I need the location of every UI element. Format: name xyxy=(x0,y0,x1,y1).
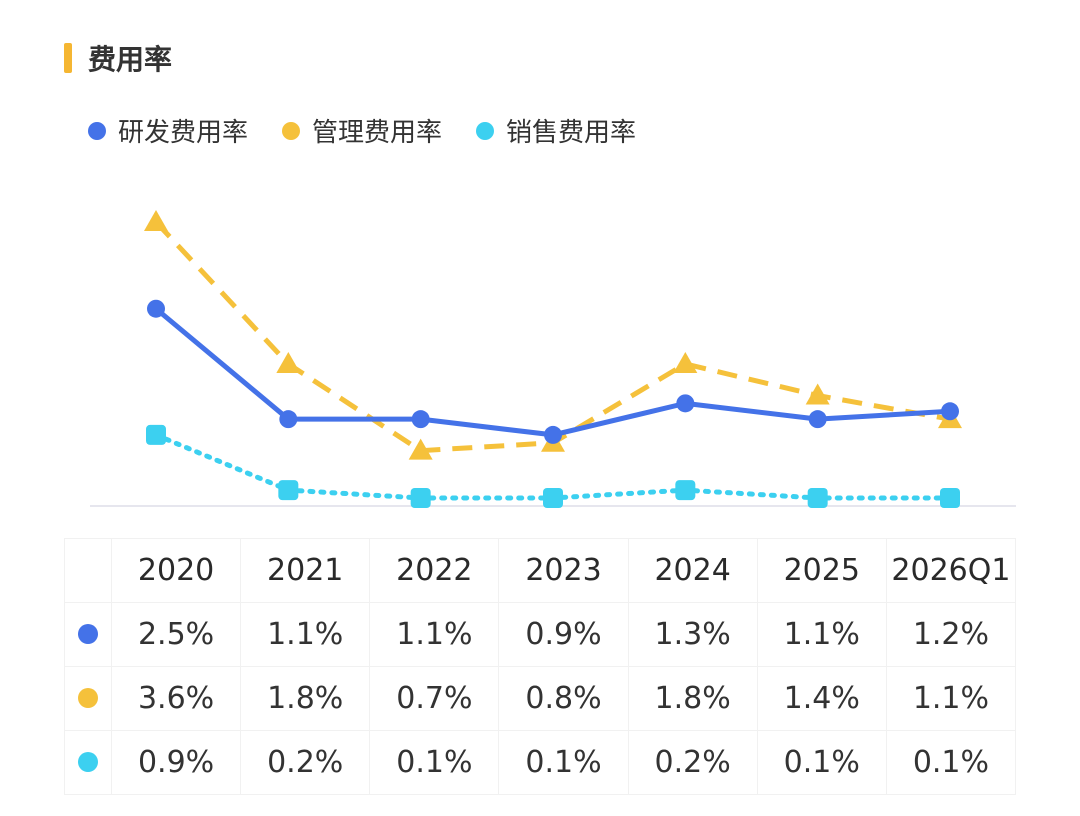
table-cell: 1.3% xyxy=(627,602,758,667)
data-point-s0-1 xyxy=(279,410,298,429)
table-cell: 1.1% xyxy=(240,602,371,667)
row-marker-cell xyxy=(64,730,112,795)
chart-legend: 研发费用率 管理费用率 销售费用率 xyxy=(88,112,636,149)
legend-marker xyxy=(476,121,495,140)
table-row: 0.9% 0.2% 0.1% 0.1% 0.2% 0.1% 0.1% xyxy=(64,730,1017,795)
legend-item-2: 销售费用率 xyxy=(476,112,636,149)
data-point-s1-5 xyxy=(805,383,830,405)
data-point-s2-0 xyxy=(146,424,166,445)
data-point-s2-1 xyxy=(278,480,299,501)
table-cell: 1.8% xyxy=(240,666,371,731)
table-cell: 0.1% xyxy=(885,730,1017,795)
data-point-s2-6 xyxy=(940,488,960,508)
table-cell: 2.5% xyxy=(110,602,242,667)
data-point-s0-5 xyxy=(808,410,827,429)
data-point-s0-6 xyxy=(941,402,959,421)
data-point-s2-5 xyxy=(807,488,828,508)
table-corner-cell xyxy=(64,538,112,603)
table-cell: 1.1% xyxy=(756,602,887,667)
table-cell: 0.2% xyxy=(240,730,371,795)
title-accent-bar xyxy=(64,43,72,73)
data-point-s0-2 xyxy=(411,410,430,429)
data-point-s1-1 xyxy=(276,351,301,373)
legend-item-0: 研发费用率 xyxy=(88,112,248,149)
table-cell: 0.1% xyxy=(369,730,500,795)
table-header-row: 2020 2021 2022 2023 2024 2025 2026Q1 xyxy=(64,538,1017,603)
data-point-s2-3 xyxy=(543,488,563,508)
data-point-s2-2 xyxy=(410,488,431,508)
legend-marker xyxy=(282,121,301,140)
legend-label: 管理费用率 xyxy=(312,118,443,148)
legend-label: 研发费用率 xyxy=(118,118,249,148)
legend-label: 销售费用率 xyxy=(506,118,637,148)
table-cell: 0.1% xyxy=(756,730,887,795)
chart-title-block: 费用率 xyxy=(64,38,172,78)
data-point-s2-4 xyxy=(675,480,696,501)
row-marker-cell xyxy=(64,602,112,667)
table-cell: 0.7% xyxy=(369,666,500,731)
table-header-cell: 2025 xyxy=(756,538,887,603)
chart-title: 费用率 xyxy=(88,43,173,76)
data-point-s1-0 xyxy=(144,210,168,231)
table-cell: 0.8% xyxy=(498,666,629,731)
data-point-s0-4 xyxy=(676,394,695,413)
legend-item-1: 管理费用率 xyxy=(282,112,442,149)
data-point-s1-4 xyxy=(673,351,698,373)
table-cell: 1.1% xyxy=(885,666,1017,731)
row-color-dot xyxy=(78,752,98,772)
table-cell: 1.8% xyxy=(627,666,758,731)
table-cell: 0.9% xyxy=(110,730,242,795)
series-line-0 xyxy=(154,306,951,438)
row-color-dot xyxy=(78,624,98,644)
table-header-cell: 2020 xyxy=(110,538,242,603)
table-header-cell: 2024 xyxy=(627,538,758,603)
line-chart xyxy=(90,210,1016,508)
data-point-s0-3 xyxy=(544,425,562,444)
table-cell: 1.2% xyxy=(885,602,1017,667)
table-row: 2.5% 1.1% 1.1% 0.9% 1.3% 1.1% 1.2% xyxy=(64,602,1017,667)
table-header-cell: 2026Q1 xyxy=(885,538,1017,603)
table-cell: 0.9% xyxy=(498,602,629,667)
row-color-dot xyxy=(78,688,98,708)
table-cell: 1.1% xyxy=(369,602,500,667)
legend-marker xyxy=(88,121,106,140)
table-cell: 0.1% xyxy=(498,730,629,795)
table-cell: 1.4% xyxy=(756,666,887,731)
table-cell: 3.6% xyxy=(110,666,242,731)
table-header-cell: 2021 xyxy=(240,538,371,603)
row-marker-cell xyxy=(64,666,112,731)
table-header-cell: 2022 xyxy=(369,538,500,603)
data-point-s0-0 xyxy=(147,299,165,318)
table-header-cell: 2023 xyxy=(498,538,629,603)
data-point-s1-2 xyxy=(408,438,433,460)
table-row: 3.6% 1.8% 0.7% 0.8% 1.8% 1.4% 1.1% xyxy=(64,666,1017,731)
data-table: 2020 2021 2022 2023 2024 2025 2026Q1 2.5% 1.1% 1.… xyxy=(64,538,1017,795)
table-cell: 0.2% xyxy=(627,730,758,795)
